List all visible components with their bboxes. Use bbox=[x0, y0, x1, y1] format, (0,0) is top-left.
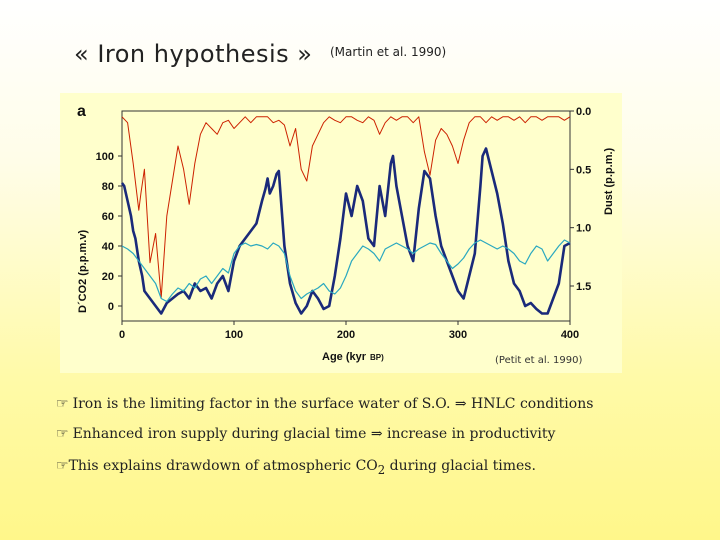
pointing-hand-icon: ☞ bbox=[56, 458, 69, 474]
bullet-3-text-pre: This explains drawdown of atmospheric CO bbox=[68, 458, 378, 474]
y-left-tick-label: 20 bbox=[102, 271, 114, 283]
citation: (Martin et al. 1990) bbox=[330, 45, 447, 59]
bullet-3-text-post: during glacial times. bbox=[385, 458, 536, 474]
co2-series-line bbox=[120, 147, 571, 315]
series-lines bbox=[120, 116, 571, 315]
y-left-tick-label: 100 bbox=[96, 151, 114, 163]
source-citation: (Petit et al. 1990) bbox=[495, 355, 582, 366]
y-right-tick-label: 1.5 bbox=[576, 281, 591, 293]
y-axis-label-left: D´CO2 (p.p.m.v) bbox=[77, 230, 89, 313]
y-left-tick-label: 40 bbox=[102, 241, 114, 253]
pointing-hand-icon: ☞ bbox=[56, 426, 69, 442]
bullet-1: ☞ Iron is the limiting factor in the surf… bbox=[56, 396, 593, 412]
chart: a 0 100 200 300 4000204060801000.00.51.01.5 … bbox=[60, 93, 622, 373]
x-tick-label: 200 bbox=[337, 329, 355, 341]
y-axis-label-right: Dust (p.p.m.) bbox=[603, 147, 615, 215]
bullet-1-text: Iron is the limiting factor in the surfa… bbox=[72, 396, 594, 412]
secondary-series-line bbox=[121, 239, 571, 303]
axis-ticks: 0 100 200 300 400 0 20 40 60 80 100 0.0 0.5 1.0 1.5 bbox=[96, 106, 592, 341]
bullet-3-subscript: 2 bbox=[377, 462, 386, 477]
bullet-3: ☞This explains drawdown of atmospheric C… bbox=[56, 458, 536, 477]
y-right-tick-label: 1.0 bbox=[576, 223, 591, 235]
pointing-hand-icon: ☞ bbox=[56, 396, 69, 412]
bullet-2: ☞ Enhanced iron supply during glacial tim… bbox=[56, 426, 555, 442]
y-right-tick-label: 0.5 bbox=[576, 164, 591, 176]
y-left-tick-label: 80 bbox=[102, 181, 114, 193]
y-left-tick-label: 60 bbox=[102, 211, 114, 223]
x-tick-label: 0 bbox=[119, 329, 125, 341]
bullet-2-text: Enhanced iron supply during glacial time… bbox=[72, 426, 556, 442]
x-tick-label: 400 bbox=[561, 329, 579, 341]
x-tick-label: 100 bbox=[225, 329, 243, 341]
x-tick-label: 300 bbox=[449, 329, 467, 341]
dust-series-line bbox=[121, 116, 571, 299]
y-right-tick-label: 0.0 bbox=[576, 106, 591, 118]
slide-title: « Iron hypothesis » bbox=[74, 40, 313, 68]
panel-label: a bbox=[77, 103, 86, 120]
y-left-tick-label: 0 bbox=[108, 301, 114, 313]
x-axis-label: Age (kyr BP) bbox=[322, 351, 384, 363]
